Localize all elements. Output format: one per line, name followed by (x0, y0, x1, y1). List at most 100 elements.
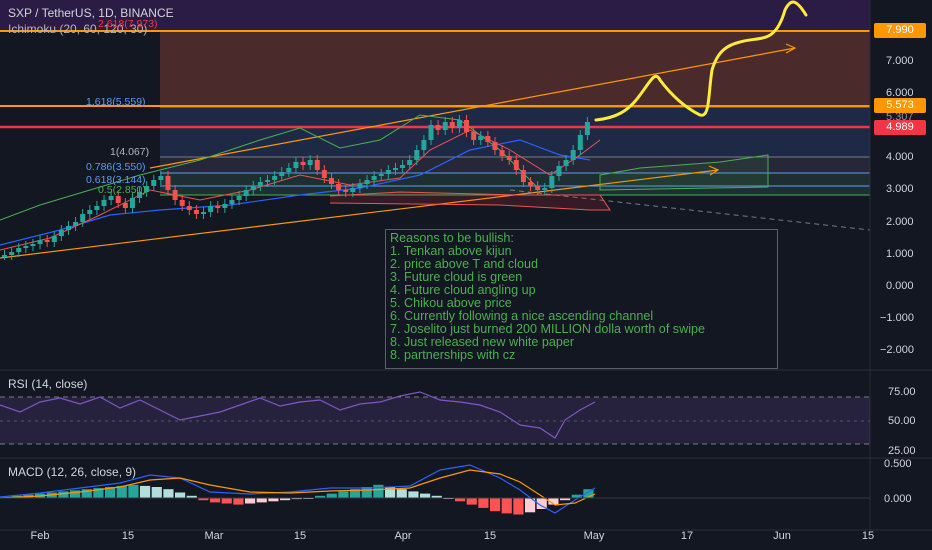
yellow-projection-drawing[interactable] (594, 0, 808, 122)
candle-body (464, 120, 470, 132)
fib-zone-blue (160, 107, 870, 157)
macd-bar (571, 494, 582, 498)
fib-label-2618: 2.618(7.973) (98, 18, 158, 30)
candle-body (265, 180, 271, 182)
candles[interactable] (2, 115, 590, 260)
candle-body (449, 122, 455, 128)
macd-bar (548, 498, 559, 505)
candle-body (542, 188, 548, 190)
notes-title: Reasons to be bullish: (390, 231, 514, 245)
candle-body (243, 190, 249, 196)
candle-body (2, 255, 7, 257)
candle-body (535, 186, 541, 190)
candle-body (421, 140, 427, 150)
candle-body (435, 125, 441, 130)
bullish-notes-textbox[interactable]: Reasons to be bullish: 1. Tenkan above k… (385, 229, 778, 369)
channel-lower[interactable] (0, 169, 719, 259)
channel-upper[interactable] (149, 47, 796, 169)
time-tick: May (583, 530, 605, 542)
macd-bar (81, 489, 92, 498)
ichimoku-legend[interactable]: Ichimoku (20, 60, 120, 30) (8, 22, 148, 36)
macd-bar (105, 487, 116, 498)
candle-body (151, 180, 157, 186)
symbol-title[interactable]: SXP / TetherUS, 1D, BINANCE (8, 6, 174, 20)
channel-upper-arrow (785, 43, 797, 54)
candle-body (115, 196, 121, 203)
candle-body (485, 136, 491, 142)
macd-bar (315, 495, 326, 498)
candle-body (471, 132, 477, 140)
rsi-tick: 50.00 (888, 415, 916, 427)
candle-body (556, 166, 562, 176)
macd-bar (431, 495, 442, 498)
price-tag-5573: 5.573 (874, 98, 926, 113)
price-tick: 3.000 (886, 183, 914, 195)
candle-body (286, 168, 292, 172)
candle-body (165, 176, 171, 190)
candle-body (506, 156, 512, 160)
time-tick: 15 (293, 530, 307, 542)
notes-item: 7. Joselito just burned 200 MILLION doll… (390, 322, 706, 336)
ichimoku-tenkan (0, 129, 601, 251)
macd-bar (326, 493, 337, 498)
macd-bar (501, 498, 512, 514)
rsi-tick: 25.00 (888, 445, 916, 457)
fib-label-1618: 1.618(5.559) (86, 96, 146, 108)
macd-bar (93, 488, 104, 498)
ichimoku-red-span (329, 191, 611, 211)
fib-label-05: 0.5(2.850) (98, 184, 146, 196)
fib-label-1: 1(4.067) (110, 146, 150, 158)
candle-body (442, 122, 448, 130)
candle-body (44, 240, 50, 242)
candle-body (272, 176, 278, 180)
notes-item: 1. Tenkan above kijun (390, 244, 512, 258)
candle-body (51, 236, 57, 242)
candle-body (193, 210, 199, 214)
macd-bar (70, 490, 81, 498)
candle-body (293, 162, 299, 168)
macd-bar (280, 498, 291, 501)
candle-body (528, 182, 534, 186)
candle-body (513, 160, 519, 170)
macd-bar (525, 498, 536, 513)
candle-body (364, 180, 370, 184)
candle-body (549, 176, 555, 188)
candle-body (9, 252, 15, 255)
price-tag-4989: 4.989 (874, 120, 926, 135)
candle-body (314, 160, 320, 170)
macd-bar (221, 498, 232, 504)
ichimoku-kijun (0, 139, 591, 246)
candle-body (577, 135, 583, 150)
candle-body (179, 200, 185, 206)
candle-body (279, 172, 285, 176)
candle-body (222, 204, 228, 208)
candle-body (73, 222, 79, 226)
macd-legend[interactable]: MACD (12, 26, close, 9) (8, 465, 137, 479)
candle-body (108, 196, 114, 200)
macd-bar (268, 498, 279, 502)
macd-tick: 0.500 (884, 458, 912, 470)
candle-body (492, 142, 498, 150)
candle-body (122, 203, 128, 208)
dashed-trend-line (509, 189, 871, 231)
candle-body (385, 170, 391, 174)
macd-bar (420, 493, 431, 498)
candle-body (357, 184, 363, 188)
macd-bar (151, 487, 162, 498)
rsi-legend[interactable]: RSI (14, close) (8, 377, 88, 391)
macd-bar (385, 487, 396, 498)
candle-body (336, 184, 342, 190)
macd-bar (490, 498, 501, 512)
macd-bar (58, 491, 69, 498)
macd-histogram (0, 484, 594, 515)
price-tick: 0.000 (886, 280, 914, 292)
candle-body (584, 122, 590, 135)
candle-body (65, 226, 71, 230)
notes-item: 8. partnerships with cz (390, 348, 516, 362)
price-tick: 1.000 (886, 248, 914, 260)
candle-body (456, 120, 462, 128)
candle-body (350, 188, 356, 192)
fib-label-0786: 0.786(3.550) (86, 161, 146, 173)
candle-body (137, 192, 143, 198)
